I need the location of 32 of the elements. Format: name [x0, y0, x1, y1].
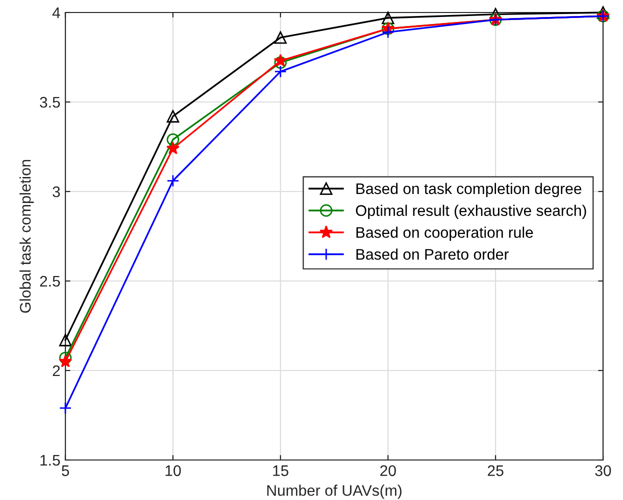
point: [59, 402, 72, 414]
x-tick-label: 5: [62, 465, 70, 476]
point: [382, 12, 394, 24]
point: [166, 142, 180, 154]
point: [58, 354, 72, 368]
x-axis-title: Number of UAVs(m): [267, 484, 402, 499]
y-tick-label: 4: [52, 8, 60, 18]
legend-label: Based on cooperation rule: [356, 226, 533, 241]
point: [274, 65, 287, 78]
point: [166, 174, 180, 188]
legend-label: Based on task completion degree: [356, 182, 582, 198]
point: [382, 26, 394, 38]
x-tick-label: 20: [380, 465, 396, 476]
y-tick-label: 3: [52, 186, 60, 198]
x-tick-label: 30: [595, 465, 611, 476]
legend-label: Based on Pareto order: [356, 248, 509, 260]
x-tick-label: 25: [488, 465, 504, 476]
legend-label: Optimal result (exhaustive search): [356, 204, 586, 220]
point: [59, 352, 72, 364]
point: [274, 56, 287, 69]
point: [166, 133, 180, 146]
y-tick-label: 1.5: [40, 455, 60, 466]
y-axis-title: Global task completion: [20, 160, 34, 313]
point: [166, 110, 180, 123]
point: [59, 334, 72, 346]
y-tick-label: 2.5: [40, 276, 60, 287]
y-tick-label: 3.5: [40, 96, 60, 108]
point: [274, 54, 288, 67]
point: [274, 31, 287, 44]
y-tick-label: 2: [52, 365, 60, 376]
x-tick-label: 15: [273, 465, 288, 476]
x-tick-label: 10: [166, 465, 181, 476]
